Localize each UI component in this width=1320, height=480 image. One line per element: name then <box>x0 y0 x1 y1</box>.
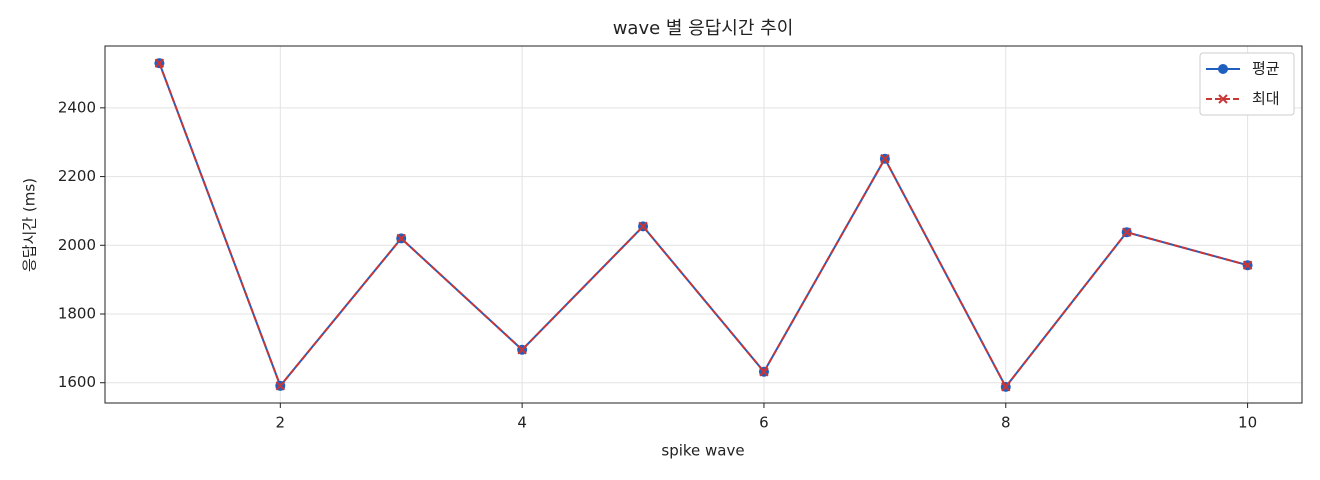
marker <box>759 367 769 377</box>
y-tick-label: 2200 <box>58 167 96 185</box>
marker <box>1001 382 1011 392</box>
marker <box>880 153 890 164</box>
series-line <box>158 62 1248 389</box>
x-tick-label: 10 <box>1238 414 1257 432</box>
x-tick-label: 8 <box>1001 414 1011 432</box>
legend-box <box>1199 52 1295 116</box>
marker <box>1121 227 1132 237</box>
series-line <box>158 62 1248 389</box>
marker <box>396 233 406 244</box>
legend-label: 평균 <box>1252 60 1280 78</box>
plot-frame <box>104 45 1303 404</box>
marker <box>1218 94 1228 104</box>
x-axis-label: spike wave <box>661 442 744 460</box>
x-tick-label: 6 <box>759 414 769 432</box>
marker <box>638 221 648 232</box>
y-tick-label: 1600 <box>58 373 96 391</box>
x-tick-label: 2 <box>276 414 286 432</box>
marker <box>275 381 286 391</box>
y-tick-label: 2000 <box>58 236 96 254</box>
chart-title: wave 별 응답시간 추이 <box>613 18 794 39</box>
y-tick-label: 1800 <box>58 305 96 323</box>
legend-label: 최대 <box>1252 90 1280 108</box>
y-axis-label: 응답시간 (ms) <box>21 178 39 272</box>
y-tick-label: 2400 <box>58 98 96 116</box>
marker <box>1218 64 1228 74</box>
x-tick-label: 4 <box>517 414 527 432</box>
marker <box>154 58 165 68</box>
marker <box>1242 260 1253 270</box>
marker <box>517 345 527 355</box>
